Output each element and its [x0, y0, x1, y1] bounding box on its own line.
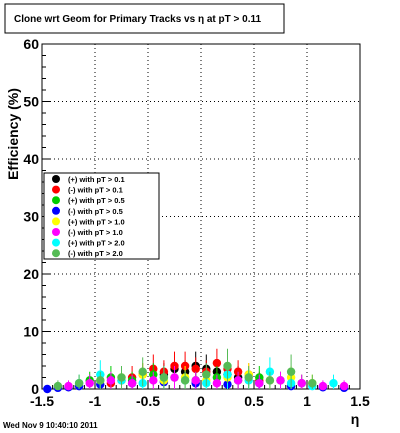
y-tick-label: 40: [23, 151, 39, 167]
data-point: [180, 376, 190, 385]
x-tick-label: 1: [303, 393, 311, 409]
legend: (+) with pT > 0.1(-) with pT > 0.1(+) wi…: [43, 172, 160, 260]
x-tick-label: 0.5: [244, 393, 264, 409]
data-point: [233, 376, 243, 385]
y-tick-label: 30: [23, 209, 39, 225]
y-tick-label: 10: [23, 324, 39, 340]
x-tick-label: 1.5: [350, 393, 370, 409]
title-box: [4, 3, 285, 34]
x-axis-title: η: [351, 411, 360, 427]
data-point: [255, 379, 264, 388]
data-point: [74, 379, 84, 388]
data-point: [117, 373, 126, 382]
data-point: [212, 379, 222, 388]
legend-marker: [52, 175, 60, 183]
x-tick-label: -1: [89, 393, 102, 409]
legend-box: [43, 172, 160, 260]
legend-label: (-) with pT > 1.0: [68, 228, 123, 237]
data-point: [202, 370, 211, 379]
legend-label: (+) with pT > 2.0: [68, 239, 125, 248]
y-tick-label: 0: [31, 381, 39, 397]
y-tick-label: 50: [23, 94, 39, 110]
data-point: [85, 379, 94, 388]
data-point: [170, 373, 179, 382]
legend-marker: [52, 206, 60, 215]
legend-marker: [52, 185, 60, 194]
legend-marker: [52, 217, 60, 226]
data-point: [149, 376, 158, 385]
data-point: [64, 381, 73, 391]
y-axis-title: Efficiency (%): [5, 88, 21, 180]
data-point: [297, 379, 306, 388]
data-point: [286, 367, 296, 376]
footer-timestamp: Wed Nov 9 10:40:10 2011: [3, 421, 98, 430]
data-point: [308, 379, 317, 388]
data-point: [191, 364, 200, 374]
data-point: [127, 379, 137, 388]
series-group: [64, 366, 349, 391]
data-point: [244, 373, 253, 382]
data-point: [329, 379, 338, 388]
data-point: [138, 367, 147, 376]
chart-title: Clone wrt Geom for Primary Tracks vs η a…: [14, 14, 261, 25]
legend-marker: [52, 228, 60, 236]
tick-labels: -1.5 -1 -0.5 0 0.5 1 1.5 0 10 20 30 40 50 60: [23, 36, 370, 409]
y-tick-label: 20: [23, 266, 39, 282]
data-point: [96, 376, 105, 385]
legend-label: (-) with pT > 0.5: [68, 207, 123, 216]
legend-label: (+) with pT > 0.5: [68, 196, 125, 205]
data-point: [265, 376, 275, 385]
legend-label: (-) with pT > 0.1: [68, 186, 123, 195]
legend-label: (+) with pT > 1.0: [68, 217, 125, 226]
legend-marker: [52, 196, 60, 205]
legend-marker: [52, 238, 60, 247]
data-point: [276, 376, 285, 385]
data-point: [212, 358, 222, 368]
legend-marker: [52, 249, 60, 258]
data-point: [318, 381, 328, 391]
data-point: [106, 376, 116, 385]
legend-label: (+) with pT > 0.1: [68, 175, 125, 184]
series-group: [53, 348, 317, 391]
legend-label: (-) with pT > 2.0: [68, 249, 123, 258]
x-tick-label: 0: [197, 393, 205, 409]
data-point: [339, 381, 349, 391]
data-point: [53, 381, 63, 391]
y-tick-label: 60: [23, 36, 39, 52]
data-point: [43, 384, 52, 394]
x-tick-label: -1.5: [30, 393, 54, 409]
data-point: [159, 373, 169, 382]
data-series: [43, 348, 349, 394]
x-tick-label: -0.5: [136, 393, 160, 409]
data-point: [223, 361, 232, 371]
data-point: [191, 376, 200, 385]
